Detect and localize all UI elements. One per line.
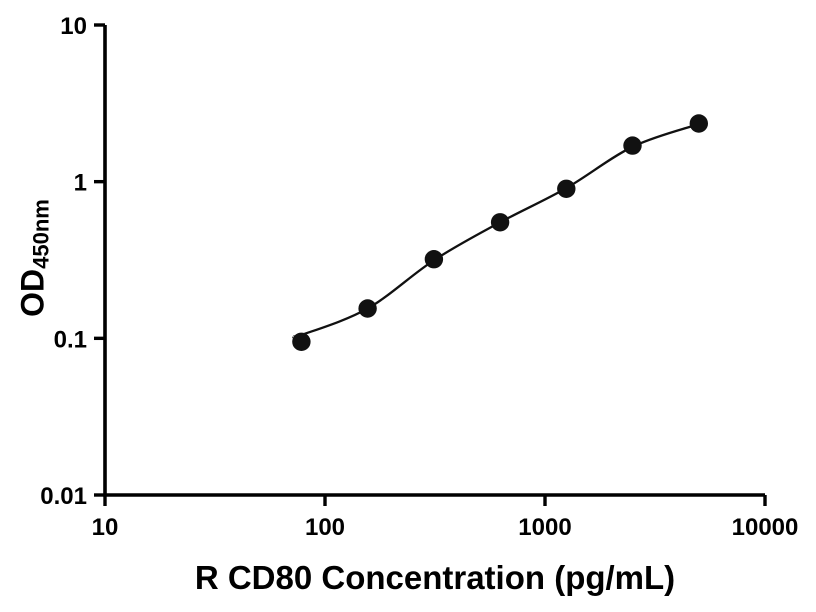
y-tick-label: 10: [60, 13, 87, 40]
x-tick-label: 10: [92, 514, 119, 541]
data-point: [358, 299, 377, 318]
data-point: [424, 250, 444, 269]
y-axis-title-subscript: 450nm: [28, 199, 54, 269]
data-point: [292, 332, 311, 351]
data-point: [689, 114, 708, 133]
x-tick-label: 100: [305, 514, 345, 541]
y-tick-label: 0.01: [40, 483, 87, 510]
data-point: [490, 213, 510, 232]
y-tick-label: 1: [74, 170, 87, 197]
y-tick-label: 0.1: [54, 326, 87, 353]
data-point: [623, 136, 642, 155]
y-axis-title: OD450nm: [14, 199, 54, 317]
x-tick-label: 10000: [732, 514, 799, 541]
y-axis-title-main: OD: [14, 268, 51, 317]
data-point: [557, 179, 576, 198]
x-axis-title: R CD80 Concentration (pg/mL): [194, 559, 676, 596]
x-tick-label: 1000: [518, 514, 571, 541]
fit-curve: [292, 123, 700, 339]
